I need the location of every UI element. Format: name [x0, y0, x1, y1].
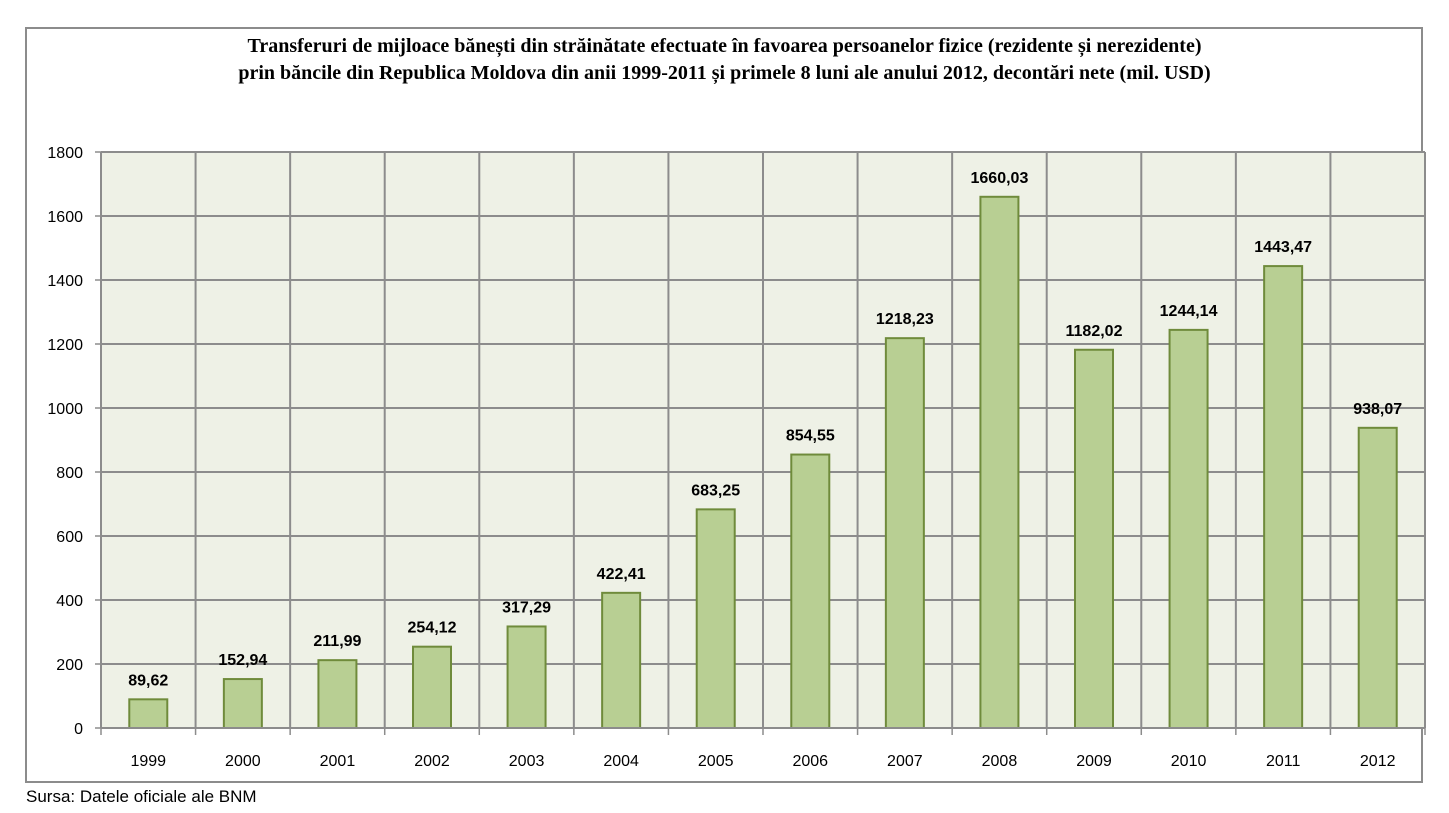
x-tick-label: 2005	[698, 753, 734, 770]
data-label: 1244,14	[1160, 303, 1218, 320]
data-label: 254,12	[408, 620, 457, 637]
x-tick-label: 2000	[225, 753, 261, 770]
chart-title-line-1: Transferuri de mijloace bănești din stră…	[247, 35, 1202, 57]
bars	[128, 195, 1398, 730]
x-tick-label: 2003	[509, 753, 545, 770]
data-label: 1182,02	[1066, 323, 1123, 340]
data-label: 1218,23	[876, 311, 934, 328]
x-tick-label: 2008	[982, 753, 1018, 770]
bar	[506, 625, 547, 730]
y-tick-label: 0	[74, 721, 83, 738]
x-tick-label: 2009	[1076, 753, 1112, 770]
bar	[601, 591, 642, 729]
data-label: 1443,47	[1254, 239, 1312, 256]
y-tick-label: 1800	[47, 145, 83, 162]
bar	[1074, 348, 1114, 729]
x-tick-label: 2002	[414, 753, 450, 770]
chart-title-line-2: prin băncile din Republica Moldova din a…	[238, 62, 1211, 84]
data-label: 152,94	[218, 652, 267, 669]
y-tick-label: 1400	[47, 273, 83, 290]
y-tick-label: 200	[56, 657, 83, 674]
data-label: 683,25	[691, 482, 740, 499]
data-label: 938,07	[1353, 401, 1402, 418]
data-label: 422,41	[597, 566, 646, 583]
x-tick-label: 2006	[792, 753, 828, 770]
bar	[412, 645, 452, 729]
bar	[790, 453, 831, 729]
y-tick-label: 800	[56, 465, 83, 482]
bar	[317, 659, 358, 730]
x-tick-label: 2004	[603, 753, 639, 770]
bar	[884, 337, 925, 729]
x-tick-label: 1999	[130, 753, 166, 770]
x-tick-label: 2010	[1171, 753, 1207, 770]
x-tick-label: 2007	[887, 753, 923, 770]
x-tick-label: 2011	[1266, 753, 1301, 770]
bar	[128, 698, 169, 729]
x-tick-label: 2012	[1360, 753, 1396, 770]
y-tick-label: 600	[56, 529, 83, 546]
data-label: 211,99	[313, 633, 361, 650]
y-tick-label: 1000	[47, 401, 83, 418]
labels: 0 200 400 600 800 1000 1200 1400 1600 1800 89,62 19…	[47, 145, 1402, 770]
data-label: 1660,03	[971, 170, 1029, 187]
y-tick-label: 400	[56, 593, 83, 610]
y-tick-label: 1600	[47, 209, 83, 226]
data-label: 317,29	[502, 599, 551, 616]
y-tick-label: 1200	[47, 337, 83, 354]
x-tick-label: 2001	[320, 753, 356, 770]
chart-title: Transferuri de mijloace bănești din stră…	[0, 33, 1449, 87]
bar	[1357, 426, 1398, 729]
bar	[222, 678, 263, 730]
bar	[695, 508, 736, 729]
bar	[979, 195, 1020, 729]
data-label: 854,55	[786, 428, 835, 445]
source-note: Sursa: Datele oficiale ale BNM	[26, 787, 257, 806]
data-label: 89,62	[128, 672, 168, 689]
axes	[95, 151, 1426, 735]
bar	[1168, 328, 1209, 729]
bar	[1263, 265, 1304, 729]
